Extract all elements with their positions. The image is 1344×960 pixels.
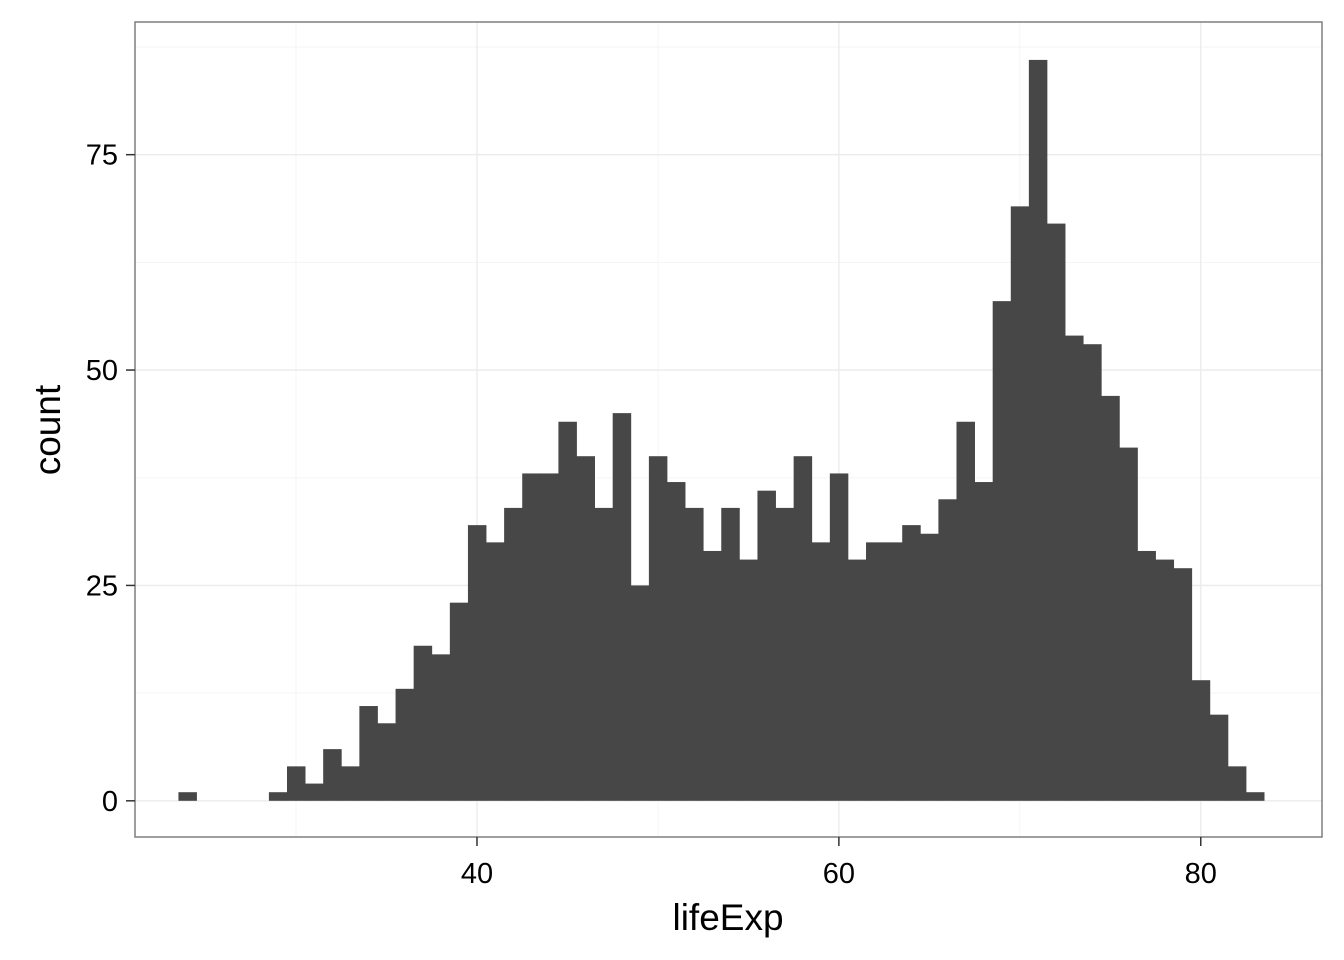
y-tick-label: 50 [86, 355, 118, 387]
histogram-bar [1101, 395, 1120, 801]
histogram-bar [1209, 714, 1229, 801]
histogram-bar [1119, 447, 1138, 801]
histogram-bar [1028, 59, 1048, 801]
histogram-bar [1046, 223, 1066, 801]
histogram-bar [992, 301, 1012, 801]
histogram-bar [540, 473, 559, 801]
histogram-bar [1173, 568, 1193, 801]
histogram-bar [558, 421, 577, 801]
histogram-bar [1065, 335, 1084, 801]
y-axis: 0 25 50 75 [86, 140, 135, 818]
histogram-bar [1137, 550, 1156, 801]
histogram-bar [359, 706, 378, 801]
histogram-bar [829, 473, 849, 801]
histogram-bar [594, 507, 614, 801]
histogram-bar [305, 783, 324, 801]
histogram-bar [377, 723, 396, 801]
panel-border [134, 21, 1323, 838]
histogram-bar [703, 550, 722, 801]
histogram-bar [775, 507, 795, 801]
x-axis-title: lifeExp [672, 897, 783, 938]
histogram-bar [866, 542, 885, 801]
y-tick-label: 25 [86, 570, 118, 602]
histogram-bar [938, 499, 957, 801]
histogram-bar [1191, 680, 1211, 801]
histogram-bar [648, 456, 668, 801]
histogram-bar [739, 559, 758, 801]
histogram-bar [1010, 206, 1030, 801]
histogram-bar [449, 602, 469, 801]
histogram-bar [413, 645, 433, 801]
y-tick-label: 75 [86, 140, 118, 172]
histogram-bar [486, 542, 505, 801]
histogram-bar [268, 792, 288, 801]
histogram-bar [685, 507, 704, 801]
histogram-bar [902, 525, 921, 801]
histogram-bar [1246, 792, 1265, 801]
x-tick-label: 80 [1185, 858, 1217, 890]
x-axis: 40 60 80 [461, 837, 1217, 890]
histogram-bar [178, 792, 197, 801]
y-axis-title: count [27, 384, 68, 475]
histogram-bar [1155, 559, 1175, 801]
histogram-bar [522, 473, 541, 801]
histogram-bar [630, 585, 650, 801]
histogram-bar [884, 542, 903, 801]
histogram-bar [612, 413, 632, 801]
histogram-bar [956, 421, 975, 801]
histogram-bar [793, 456, 813, 801]
histogram-bar [974, 482, 994, 801]
histogram-bar [920, 533, 939, 801]
histogram-bar [811, 542, 831, 801]
x-tick-label: 60 [823, 858, 855, 890]
histogram-bar [467, 525, 487, 801]
histogram-bar [395, 688, 415, 801]
histogram-bar [847, 559, 867, 801]
histogram-bar [576, 456, 596, 801]
histogram-bar [341, 766, 360, 801]
histogram-bar [721, 507, 740, 801]
histogram-bar [286, 766, 306, 801]
x-tick-label: 40 [461, 858, 493, 890]
histogram-bar [757, 490, 776, 801]
histogram-bar [323, 749, 342, 801]
histogram-bars [178, 59, 1265, 801]
histogram-bar [1227, 766, 1247, 801]
histogram-bar [431, 654, 451, 801]
histogram-bar [666, 482, 686, 801]
y-tick-label: 0 [102, 786, 118, 818]
histogram-bar [1083, 344, 1102, 801]
histogram-bar [504, 507, 523, 801]
